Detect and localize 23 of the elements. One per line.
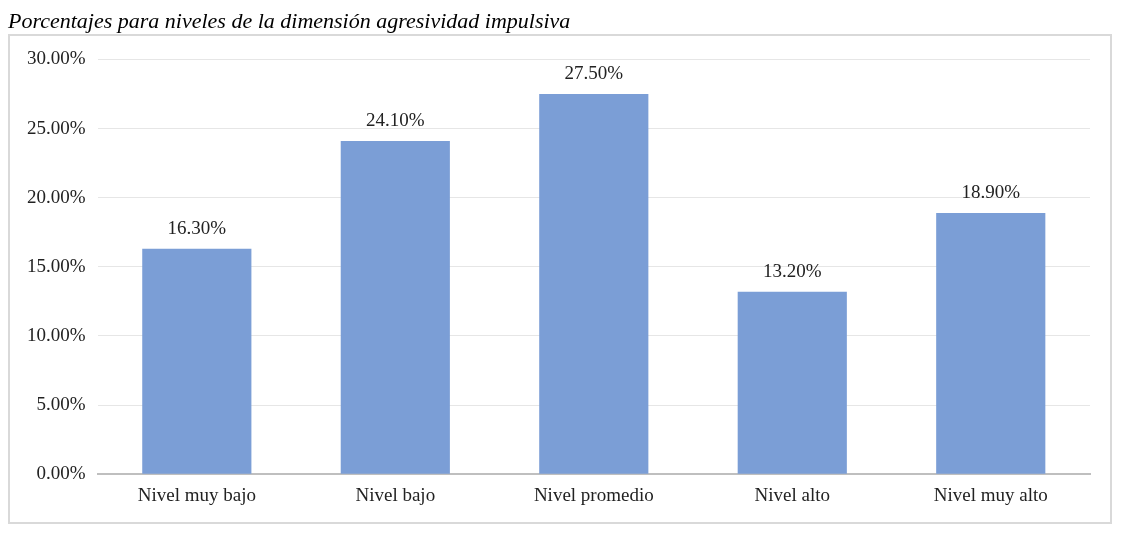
x-tick-label: Nivel muy bajo — [137, 483, 256, 505]
chart-title: Porcentajes para niveles de la dimensión agresividad impulsiva — [8, 8, 572, 34]
y-tick-label: 20.00% — [27, 185, 86, 207]
bar — [936, 212, 1046, 474]
bar — [142, 248, 252, 474]
x-tick-label: Nivel alto — [754, 483, 830, 505]
bar — [737, 291, 847, 474]
data-label: 13.20% — [762, 260, 822, 282]
x-tick-label: Nivel bajo — [355, 483, 436, 505]
y-tick-label: 30.00% — [27, 47, 86, 69]
bar — [539, 93, 649, 474]
y-tick-label: 25.00% — [27, 116, 86, 138]
y-tick-label: 5.00% — [36, 393, 86, 415]
y-tick-label: 0.00% — [36, 462, 86, 484]
x-tick-label: Nivel muy alto — [933, 483, 1048, 505]
y-tick-label: 10.00% — [27, 323, 86, 345]
x-tick-label: Nivel promedio — [533, 483, 654, 505]
data-label: 18.90% — [961, 181, 1021, 203]
y-tick-label: 15.00% — [27, 254, 86, 276]
data-label: 24.10% — [366, 109, 425, 131]
data-label: 27.50% — [564, 62, 624, 84]
data-label: 16.30% — [167, 217, 227, 239]
bar — [340, 140, 450, 474]
